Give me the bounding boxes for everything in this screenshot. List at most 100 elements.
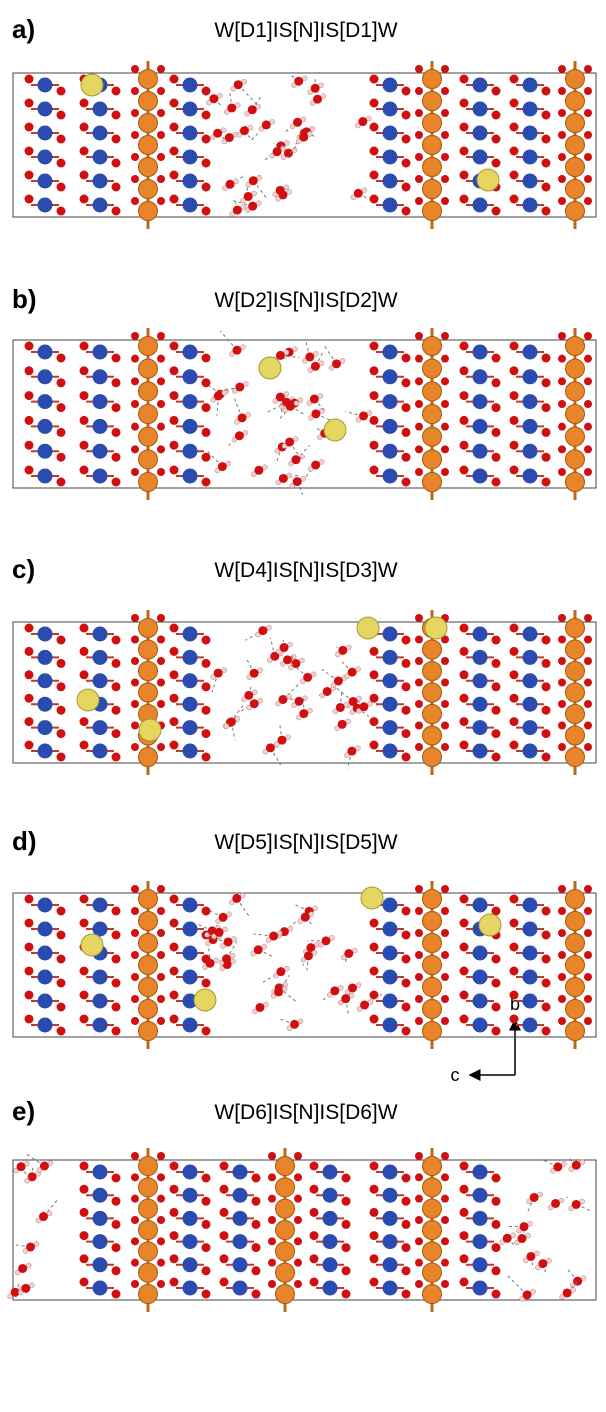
oxygen bbox=[24, 966, 34, 976]
oxygen bbox=[201, 752, 211, 762]
iron bbox=[565, 725, 585, 746]
hydrogen bbox=[356, 695, 362, 702]
aluminium bbox=[92, 344, 108, 360]
oxygen bbox=[441, 657, 449, 665]
oxygen bbox=[79, 341, 89, 351]
oxygen bbox=[131, 614, 139, 622]
aluminium bbox=[37, 125, 53, 141]
oxygen bbox=[311, 460, 321, 470]
oxygen bbox=[79, 1014, 89, 1024]
oxygen bbox=[415, 354, 423, 363]
oxygen bbox=[201, 403, 211, 413]
oxygen bbox=[415, 1258, 423, 1267]
iron bbox=[138, 1220, 158, 1240]
hydrogen bbox=[256, 174, 263, 181]
adsorbate bbox=[80, 933, 104, 957]
oxygen bbox=[111, 1289, 121, 1299]
oxygen bbox=[201, 1243, 211, 1253]
oxygen bbox=[401, 729, 411, 739]
hydrogen bbox=[535, 1264, 541, 1271]
oxygen bbox=[56, 658, 66, 668]
oxygen bbox=[131, 1258, 139, 1267]
hydrogen bbox=[301, 75, 308, 81]
iron bbox=[565, 618, 585, 638]
oxygen bbox=[401, 403, 411, 413]
oxygen bbox=[79, 670, 89, 680]
oxygen bbox=[39, 1212, 49, 1222]
hydrogen bbox=[244, 207, 251, 213]
hydrogen bbox=[361, 187, 368, 194]
oxygen bbox=[157, 422, 165, 431]
iron bbox=[138, 1156, 158, 1176]
hydrogen bbox=[307, 367, 314, 374]
oxygen bbox=[111, 1002, 121, 1012]
oxygen bbox=[459, 1207, 469, 1217]
oxygen bbox=[584, 1017, 592, 1025]
oxygen bbox=[111, 477, 121, 487]
hydrogen bbox=[36, 1167, 43, 1173]
hydrogen bbox=[318, 942, 324, 948]
iron bbox=[565, 113, 585, 133]
oxygen bbox=[219, 1207, 229, 1217]
iron bbox=[138, 358, 158, 379]
oxygen bbox=[24, 440, 34, 450]
oxygen bbox=[584, 377, 592, 386]
hydrogen bbox=[346, 644, 352, 651]
aluminium bbox=[522, 149, 538, 165]
oxygen bbox=[268, 1173, 276, 1182]
oxygen bbox=[24, 894, 34, 904]
hydrogen bbox=[275, 196, 281, 202]
hydrogen bbox=[530, 1289, 536, 1295]
aluminium bbox=[182, 945, 198, 961]
oxygen bbox=[369, 693, 379, 703]
oxygen bbox=[415, 1280, 423, 1288]
aluminium bbox=[232, 1257, 248, 1273]
hydrogen bbox=[307, 89, 313, 96]
oxygen bbox=[459, 670, 469, 680]
iron bbox=[422, 1241, 442, 1262]
hydrogen bbox=[231, 436, 238, 443]
hydrogen bbox=[204, 932, 210, 938]
oxygen bbox=[309, 1254, 319, 1264]
aluminium bbox=[382, 418, 398, 434]
aluminium bbox=[382, 1164, 398, 1180]
iron bbox=[422, 113, 442, 133]
oxygen bbox=[541, 134, 551, 144]
oxygen bbox=[415, 175, 423, 183]
hydrogen bbox=[46, 1210, 53, 1217]
h-bond bbox=[282, 683, 300, 700]
oxygen bbox=[584, 614, 592, 622]
hydrogen bbox=[283, 349, 290, 356]
oxygen bbox=[201, 1289, 211, 1299]
oxygen bbox=[239, 126, 249, 136]
oxygen bbox=[131, 65, 139, 73]
hydrogen bbox=[247, 124, 254, 131]
oxygen bbox=[131, 400, 139, 408]
hydrogen bbox=[242, 429, 249, 436]
oxygen bbox=[201, 1196, 211, 1206]
oxygen bbox=[401, 978, 411, 988]
oxygen bbox=[415, 109, 423, 117]
iron bbox=[138, 381, 158, 402]
oxygen bbox=[541, 752, 551, 762]
aluminium bbox=[92, 197, 108, 213]
oxygen bbox=[201, 158, 211, 168]
aluminium bbox=[182, 369, 198, 385]
h-bond bbox=[205, 448, 223, 467]
hydrogen bbox=[343, 701, 350, 708]
oxygen bbox=[24, 146, 34, 156]
aluminium bbox=[522, 696, 538, 712]
oxygen bbox=[169, 341, 179, 351]
aluminium bbox=[182, 197, 198, 213]
oxygen bbox=[491, 1243, 501, 1253]
oxygen bbox=[584, 131, 592, 139]
aluminium bbox=[92, 649, 108, 665]
hydrogen bbox=[262, 749, 269, 755]
oxygen bbox=[322, 686, 332, 696]
oxygen bbox=[294, 76, 304, 86]
oxygen bbox=[415, 377, 423, 386]
oxygen bbox=[558, 153, 566, 161]
hydrogen bbox=[284, 965, 290, 972]
oxygen bbox=[459, 1277, 469, 1287]
oxygen bbox=[509, 646, 519, 656]
